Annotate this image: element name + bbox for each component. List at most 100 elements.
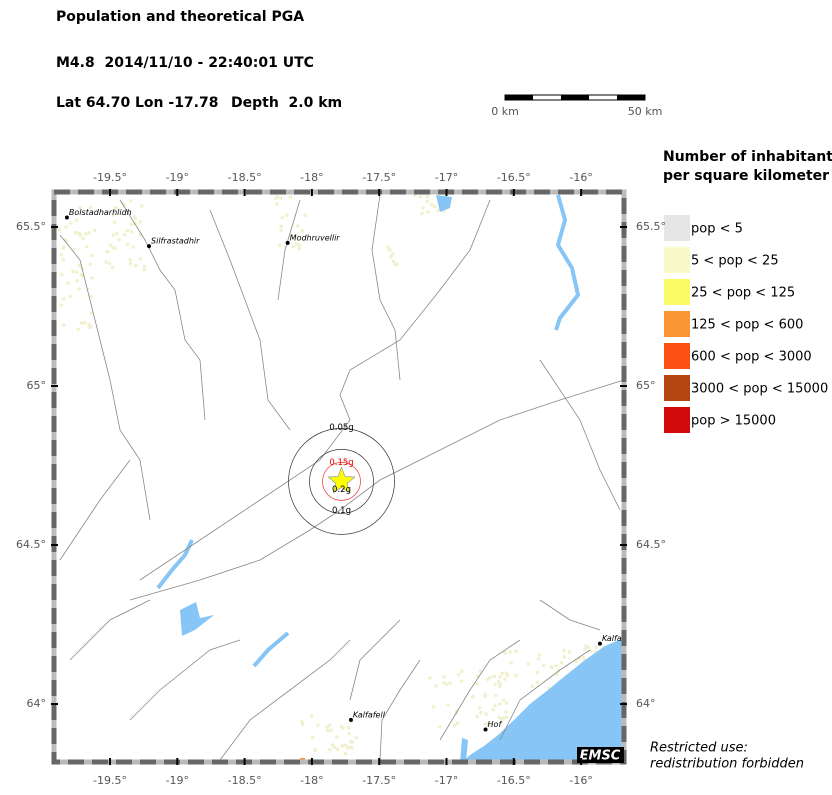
lon-tick-label: -18° (300, 774, 323, 787)
population-cell (125, 228, 130, 233)
population-cell (514, 673, 518, 678)
population-cell (421, 206, 425, 210)
population-cell (348, 739, 353, 744)
pga-label: 0.05g (329, 423, 353, 433)
lon-tick-label: -18° (300, 171, 323, 184)
population-cell (129, 199, 133, 203)
population-cell (43, 327, 47, 331)
latitude: Lat 64.70 (56, 95, 130, 111)
population-cell (345, 746, 350, 750)
population-cell (131, 245, 135, 249)
lon-tick-label: -17° (435, 171, 458, 184)
legend-label: 5 < pop < 25 (691, 254, 779, 269)
population-cell (280, 215, 285, 220)
legend-label: pop > 15000 (691, 414, 776, 429)
population-cell (71, 269, 75, 274)
lon-tick-label: -16° (569, 774, 592, 787)
population-cell (44, 233, 48, 237)
population-cell (93, 229, 97, 233)
population-cell (508, 650, 512, 654)
population-cell (107, 261, 112, 266)
population-cell (285, 213, 289, 217)
population-cell (84, 232, 88, 236)
legend-swatch (664, 343, 690, 369)
population-cell (297, 243, 302, 247)
brand-box (577, 747, 624, 763)
lon-tick-label: -17° (435, 774, 458, 787)
population-cell (455, 721, 460, 725)
population-cell (504, 701, 509, 705)
population-cell (500, 717, 504, 722)
population-cell (117, 237, 121, 242)
population-cell (509, 661, 514, 665)
population-cell (330, 743, 335, 747)
population-cell (537, 653, 542, 657)
pga-rings: 0.05g 0.15g 0.2g 0.1g (288, 423, 395, 535)
place-label: Kalfa (602, 634, 622, 643)
population-cell (594, 645, 598, 650)
population-cell (138, 257, 143, 261)
population-cell (561, 648, 566, 653)
lat-tick-label: 64° (636, 697, 656, 710)
population-cell (574, 659, 579, 663)
brand-label: EMSC (580, 749, 621, 764)
lon-tick-label: -16.5° (497, 171, 531, 184)
pga-label: 0.1g (332, 506, 351, 516)
population-cell (498, 675, 502, 679)
lon-tick-label: -19.5° (93, 171, 127, 184)
population-cell (61, 297, 66, 301)
place-label: Hof (488, 720, 503, 729)
population-cell (88, 262, 93, 266)
population-cell (328, 722, 332, 727)
population-cell (87, 325, 92, 329)
population-cell (74, 270, 79, 275)
place-marker (64, 215, 69, 220)
population-cell (530, 684, 534, 689)
population-cell (66, 281, 70, 285)
population-cell (138, 220, 143, 224)
depth: Depth 2.0 km (231, 95, 342, 111)
population-cell (128, 261, 133, 266)
population-cell (129, 222, 134, 227)
population-cell (354, 735, 359, 740)
scale-end: 50 km (628, 105, 663, 118)
population-cell (442, 675, 446, 679)
population-cell (583, 647, 587, 651)
population-cell (584, 644, 588, 648)
population-cell (47, 198, 51, 202)
place-marker (348, 717, 353, 722)
population-cell (556, 668, 561, 673)
population-cell (325, 728, 330, 733)
lake (460, 738, 468, 762)
population-cell (129, 229, 134, 234)
population-cell (425, 199, 430, 204)
population-cell (79, 321, 84, 325)
population-cell (64, 225, 68, 229)
population-cell (59, 272, 64, 277)
place-label: Modhruvellir (290, 233, 341, 242)
population-cell (275, 194, 280, 199)
population-cell (114, 207, 119, 211)
footer-note: redistribution forbidden (650, 757, 804, 772)
lat-tick-label: 65° (27, 379, 47, 392)
legend-swatch (664, 279, 690, 305)
population-cell (90, 276, 94, 280)
population-cell (104, 260, 108, 264)
lake (554, 194, 581, 331)
population-cell (59, 253, 64, 257)
population-cell (297, 246, 302, 251)
population-cell (106, 250, 110, 254)
population-cell (448, 681, 452, 686)
population-cell (296, 224, 300, 228)
population-cell (526, 661, 531, 666)
population-cell (535, 670, 540, 675)
legend-swatch (664, 407, 690, 433)
population-cell (300, 722, 305, 727)
population-cell (77, 263, 81, 268)
lat-tick-label: 64.5° (16, 538, 46, 551)
pga-label: 0.15g (329, 458, 353, 468)
population-cell (43, 326, 47, 330)
lat-tick-label: 65.5° (16, 220, 46, 233)
lat-tick-label: 65° (636, 379, 656, 392)
population-cell (329, 728, 333, 733)
